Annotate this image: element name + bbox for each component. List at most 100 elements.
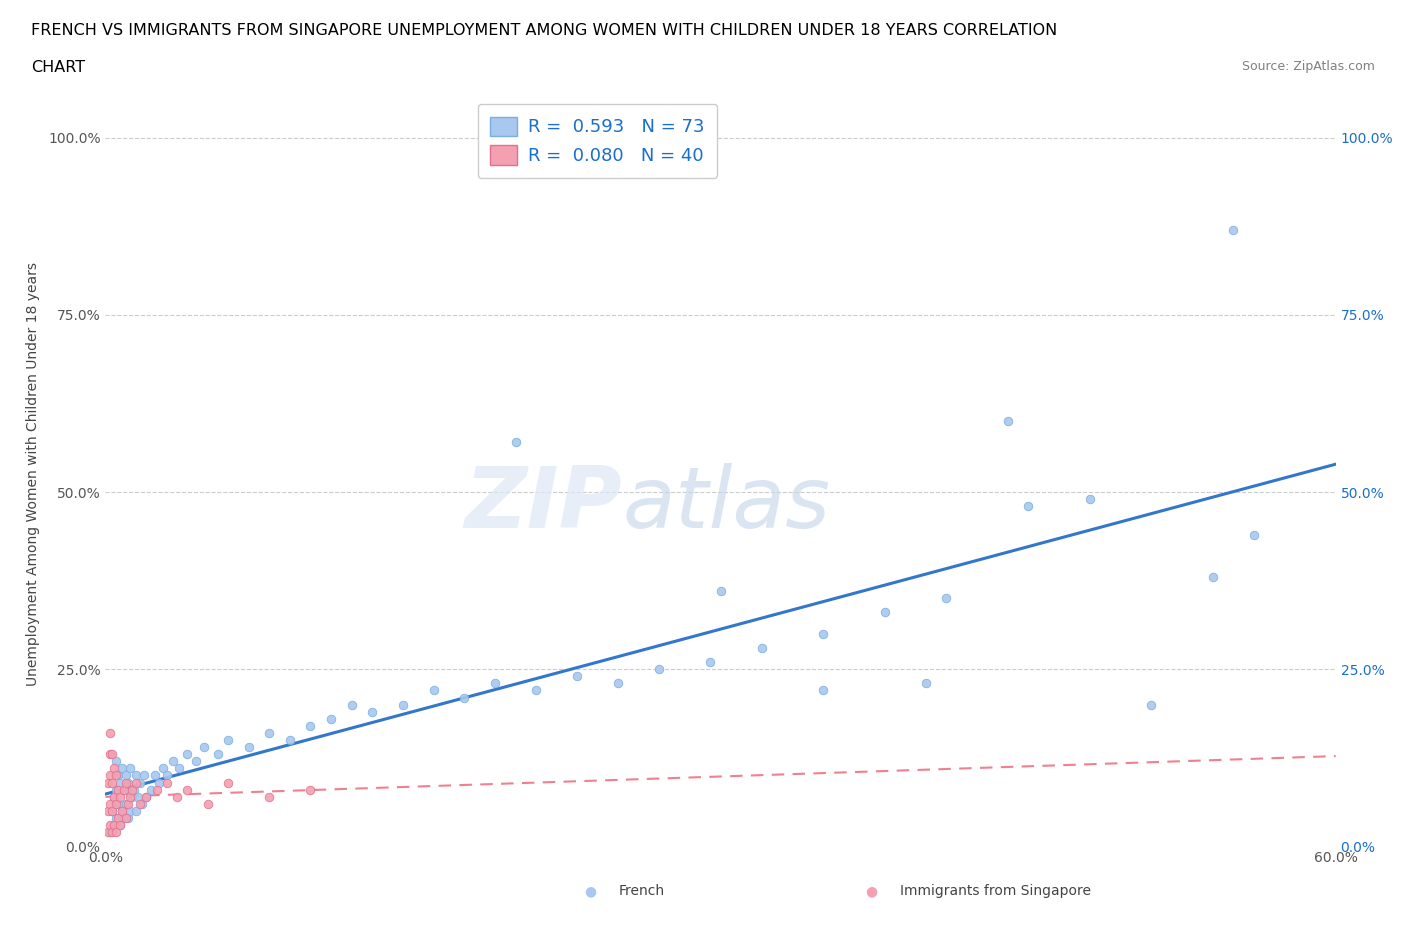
Point <box>811 626 834 641</box>
Point <box>98 747 121 762</box>
Point <box>156 775 179 790</box>
Point <box>169 761 191 776</box>
Point <box>299 718 322 733</box>
Point <box>607 676 630 691</box>
Point <box>134 768 156 783</box>
Point <box>218 733 240 748</box>
Point <box>811 683 834 698</box>
Text: Immigrants from Singapore: Immigrants from Singapore <box>900 884 1091 898</box>
Legend: R =  0.593   N = 73, R =  0.080   N = 40: R = 0.593 N = 73, R = 0.080 N = 40 <box>478 104 717 178</box>
Point <box>115 775 138 790</box>
Point <box>104 825 127 840</box>
Point <box>340 698 363 712</box>
Point <box>176 747 198 762</box>
Point <box>152 761 174 776</box>
Point <box>648 662 671 677</box>
Point <box>111 761 134 776</box>
Point <box>176 782 198 797</box>
Point <box>98 825 121 840</box>
Point <box>121 790 143 804</box>
Text: FRENCH VS IMMIGRANTS FROM SINGAPORE UNEMPLOYMENT AMONG WOMEN WITH CHILDREN UNDER: FRENCH VS IMMIGRANTS FROM SINGAPORE UNEM… <box>31 23 1057 38</box>
Point <box>135 790 157 804</box>
Point <box>914 676 936 691</box>
Point <box>120 761 141 776</box>
Point <box>453 690 475 705</box>
Point <box>104 754 127 769</box>
Point <box>120 804 141 818</box>
Point <box>111 804 134 818</box>
Point <box>184 754 207 769</box>
Point <box>112 782 135 797</box>
Text: ●: ● <box>585 884 596 898</box>
Point <box>108 775 131 790</box>
Text: French: French <box>619 884 665 898</box>
Point <box>135 790 157 804</box>
Point <box>103 761 125 776</box>
Point <box>997 414 1019 429</box>
Point <box>259 790 281 804</box>
Y-axis label: Unemployment Among Women with Children Under 18 years: Unemployment Among Women with Children U… <box>25 262 39 686</box>
Point <box>751 641 773 656</box>
Point <box>565 669 588 684</box>
Point <box>107 768 129 783</box>
Point <box>197 796 219 811</box>
Point <box>96 775 118 790</box>
Point <box>104 796 127 811</box>
Point <box>100 804 122 818</box>
Point <box>104 811 127 826</box>
Point <box>112 811 135 826</box>
Point <box>117 796 139 811</box>
Point <box>361 704 384 719</box>
Point <box>935 591 957 605</box>
Point <box>107 811 129 826</box>
Point <box>100 775 122 790</box>
Point <box>103 817 125 832</box>
Point <box>148 775 170 790</box>
Point <box>108 790 131 804</box>
Point <box>122 782 145 797</box>
Point <box>699 655 721 670</box>
Point <box>103 790 125 804</box>
Point <box>125 804 148 818</box>
Point <box>1243 527 1265 542</box>
Point <box>115 796 138 811</box>
Point <box>98 768 121 783</box>
Point <box>100 825 122 840</box>
Point <box>299 782 322 797</box>
Text: Source: ZipAtlas.com: Source: ZipAtlas.com <box>1241 60 1375 73</box>
Point <box>422 683 444 698</box>
Point <box>505 435 527 450</box>
Point <box>873 605 896 620</box>
Point <box>120 790 141 804</box>
Point <box>162 754 184 769</box>
Point <box>112 782 135 797</box>
Point <box>156 768 179 783</box>
Point <box>710 584 733 599</box>
Point <box>143 768 166 783</box>
Point <box>193 739 215 754</box>
Text: CHART: CHART <box>31 60 84 75</box>
Point <box>117 775 139 790</box>
Point <box>96 804 118 818</box>
Point <box>125 768 148 783</box>
Point <box>111 804 134 818</box>
Point <box>524 683 547 698</box>
Point <box>1017 498 1039 513</box>
Point <box>115 811 138 826</box>
Point <box>1078 492 1101 507</box>
Text: ZIP: ZIP <box>464 462 621 546</box>
Point <box>166 790 188 804</box>
Point <box>98 725 121 740</box>
Point <box>145 782 167 797</box>
Point <box>100 747 122 762</box>
Point <box>1140 698 1163 712</box>
Point <box>129 796 152 811</box>
Point <box>98 817 121 832</box>
Point <box>98 796 121 811</box>
Point <box>96 825 118 840</box>
Point <box>139 782 162 797</box>
Point <box>484 676 506 691</box>
Point <box>1202 569 1225 584</box>
Point <box>391 698 413 712</box>
Point <box>104 782 127 797</box>
